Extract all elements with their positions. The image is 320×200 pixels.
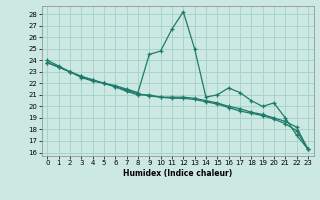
X-axis label: Humidex (Indice chaleur): Humidex (Indice chaleur) [123, 169, 232, 178]
